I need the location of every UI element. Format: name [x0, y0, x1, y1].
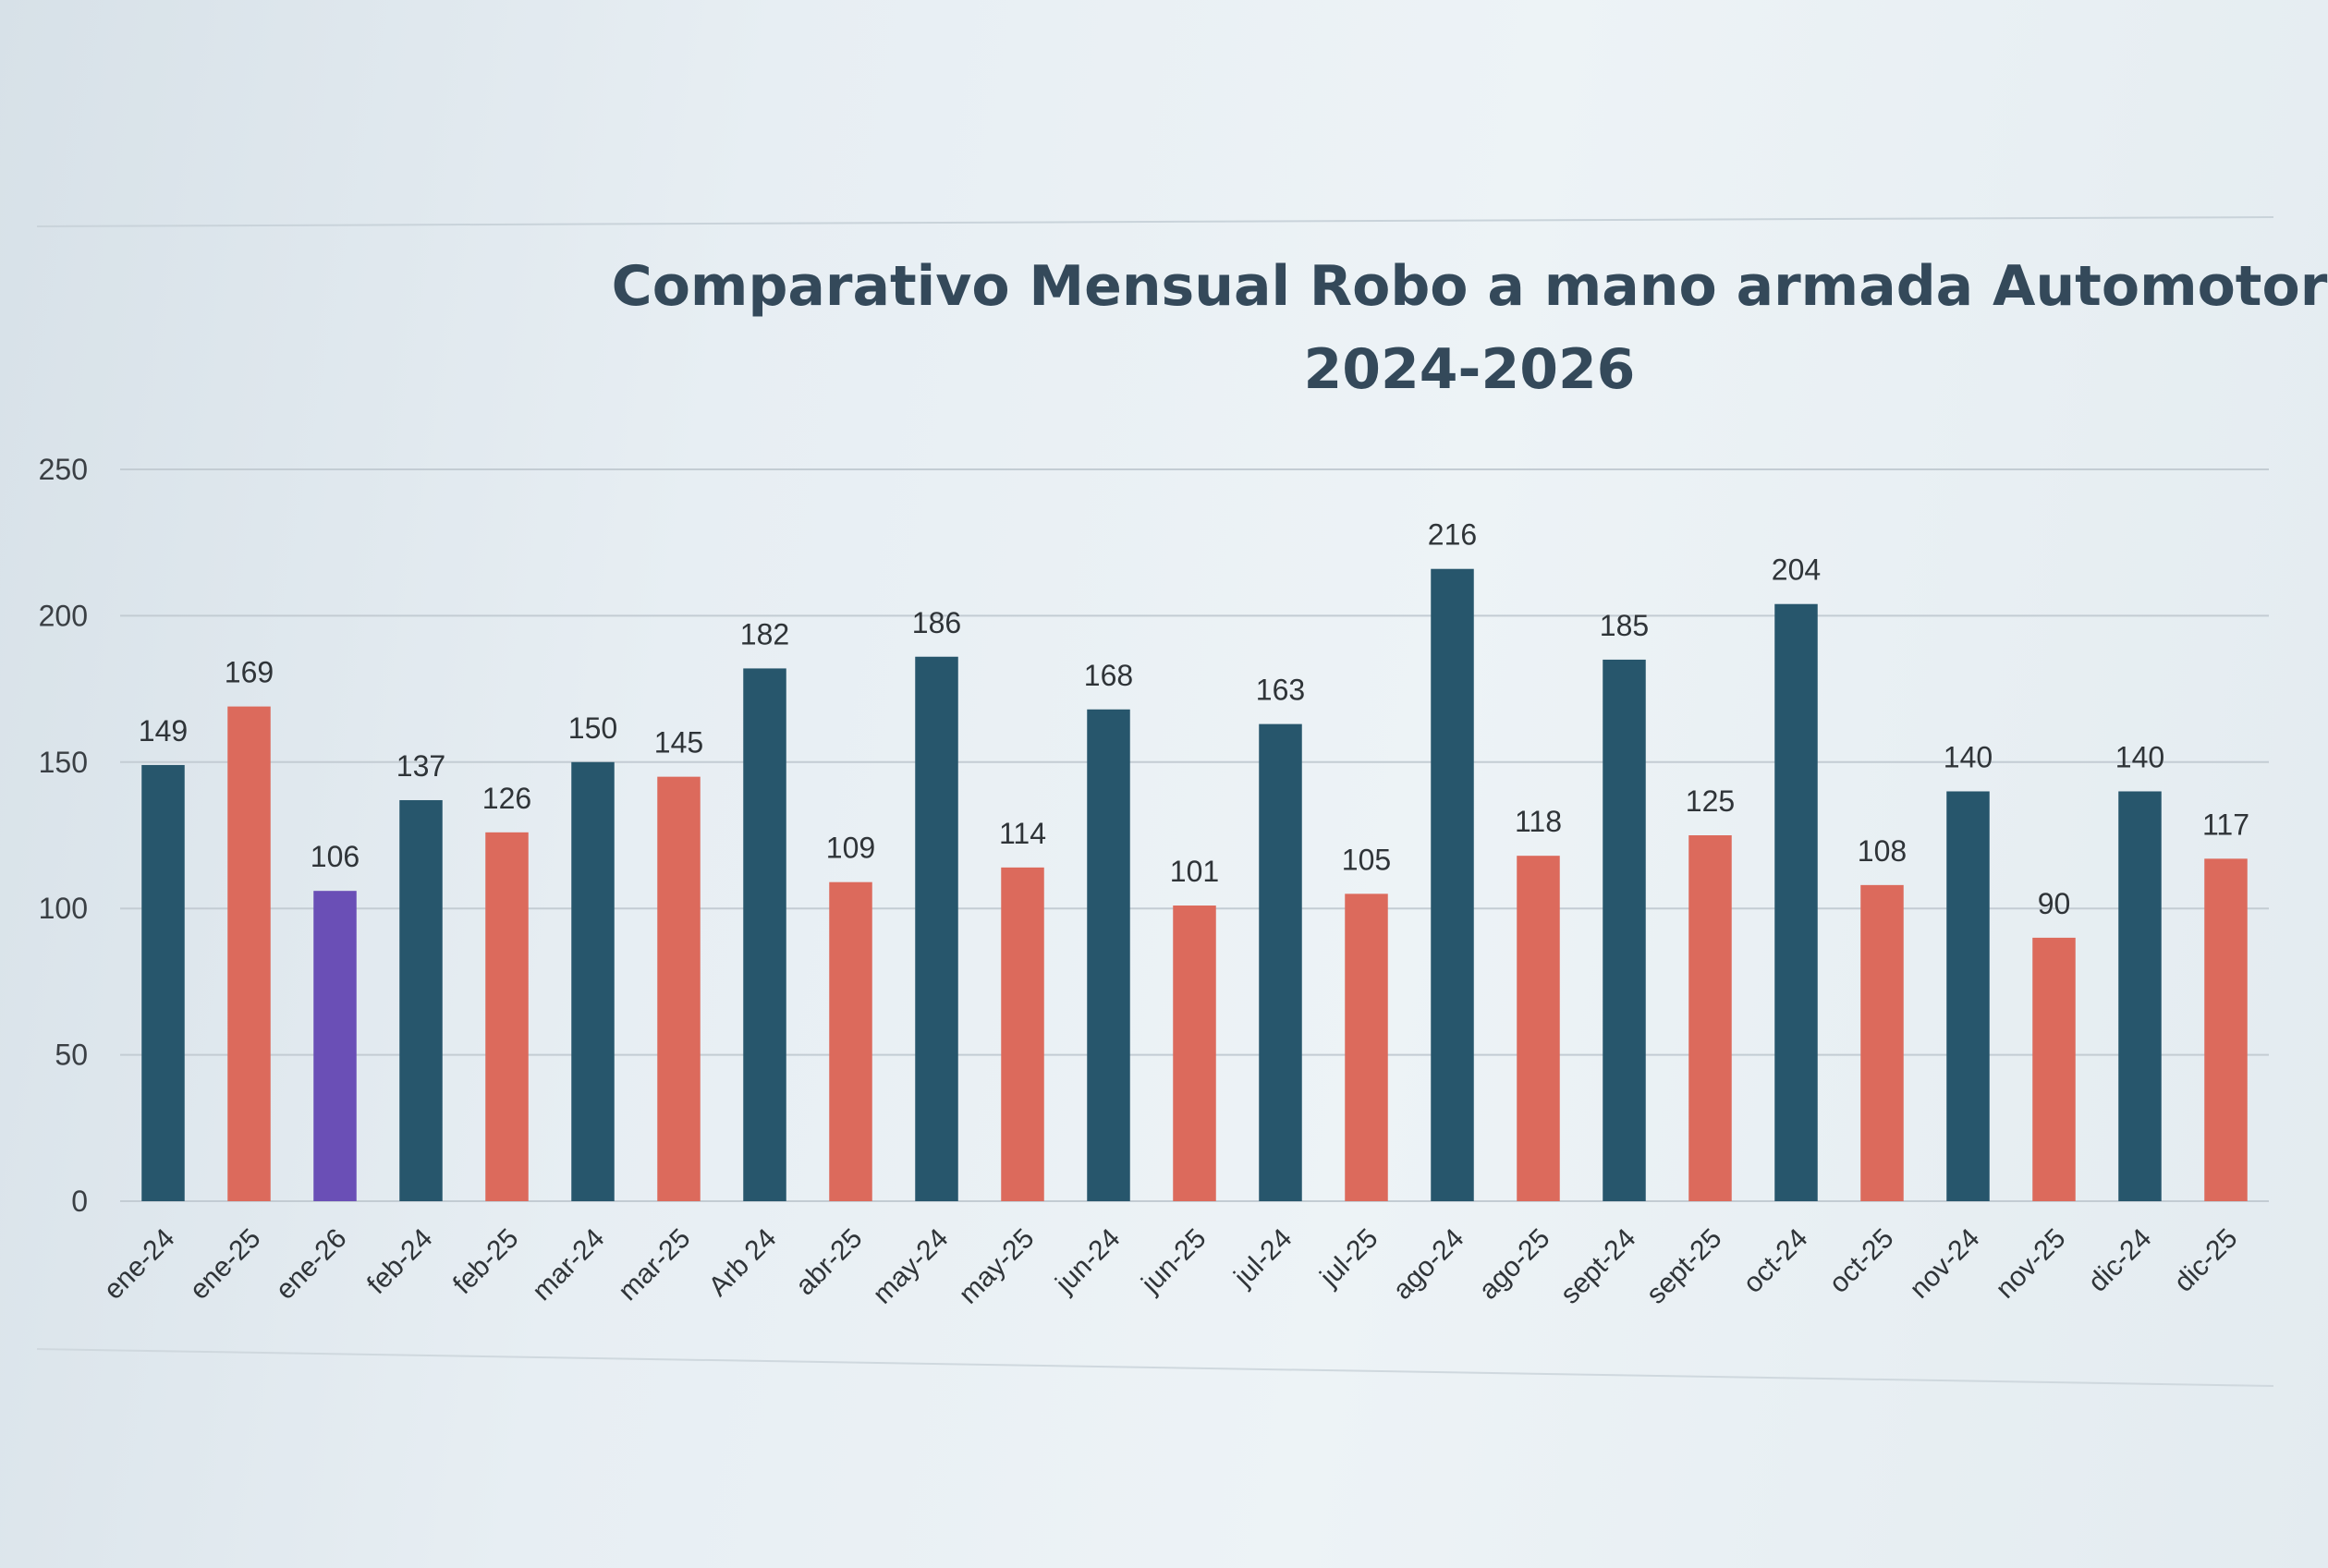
bar — [1431, 568, 1474, 1201]
data-label: 106 — [311, 840, 360, 873]
x-tick-label: mar-25 — [613, 1223, 697, 1307]
x-tick-label: nov-24 — [1904, 1223, 1985, 1305]
data-label: 150 — [568, 711, 617, 745]
data-label: 182 — [740, 617, 789, 650]
x-tick-label: dic-25 — [2168, 1223, 2243, 1298]
bar — [1173, 906, 1216, 1201]
bar — [829, 881, 872, 1201]
bar — [227, 706, 271, 1201]
x-tick-label: sept-25 — [1640, 1223, 1727, 1310]
x-tick-label: abr-25 — [790, 1223, 869, 1302]
bar — [2032, 937, 2076, 1201]
data-label: 108 — [1858, 834, 1907, 868]
x-tick-label: jul-25 — [1314, 1223, 1384, 1294]
bar — [2118, 791, 2162, 1201]
bar — [1946, 791, 1990, 1201]
bar — [743, 668, 786, 1201]
data-label: 163 — [1256, 674, 1305, 707]
bar — [313, 891, 357, 1201]
data-label: 137 — [396, 749, 445, 783]
bar — [1860, 884, 1904, 1201]
x-tick-label: jun-25 — [1135, 1223, 1212, 1300]
data-label: 126 — [482, 782, 531, 815]
x-tick-label: ene-24 — [98, 1223, 180, 1306]
bar — [571, 761, 615, 1201]
y-tick-label: 0 — [71, 1185, 88, 1218]
x-tick-label: jun-24 — [1049, 1223, 1126, 1300]
data-label: 168 — [1084, 659, 1133, 692]
x-tick-label: ago-24 — [1387, 1223, 1469, 1306]
y-tick-label: 50 — [55, 1039, 88, 1072]
x-tick-label: feb-24 — [361, 1223, 438, 1300]
data-label: 216 — [1428, 518, 1477, 552]
data-label: 169 — [225, 656, 274, 689]
data-label: 186 — [912, 606, 961, 639]
y-axis: 0 50 100 150 200 250 — [39, 453, 88, 1218]
paper-fold-line — [36, 216, 2274, 227]
chart-title: Comparativo Mensual Robo a mano armada A… — [612, 254, 2328, 319]
data-label: 114 — [999, 817, 1046, 850]
x-tick-label: oct-25 — [1823, 1223, 1899, 1299]
x-tick-label: dic-24 — [2082, 1223, 2157, 1298]
bar — [1001, 867, 1044, 1201]
bar — [1688, 835, 1732, 1201]
data-label: 109 — [826, 832, 875, 865]
y-tick-label: 250 — [39, 453, 88, 486]
paper-edge-line — [36, 1348, 2274, 1387]
bar — [1087, 709, 1130, 1201]
x-tick-label: oct-24 — [1737, 1223, 1813, 1299]
bar — [1774, 603, 1818, 1201]
data-label: 140 — [2115, 740, 2164, 773]
data-labels: 149 169 106 137 126 150 145 182 109 186 114 168 101 1… — [139, 518, 2249, 920]
data-label: 185 — [1600, 609, 1649, 642]
x-tick-label: may-25 — [953, 1223, 1040, 1310]
bar — [915, 656, 958, 1201]
bar — [399, 799, 443, 1201]
x-tick-label: may-24 — [867, 1223, 954, 1310]
data-label: 101 — [1170, 855, 1219, 888]
x-tick-label: feb-25 — [447, 1223, 524, 1300]
bar — [1517, 856, 1560, 1201]
x-tick-label: mar-24 — [527, 1223, 611, 1307]
x-tick-label: nov-25 — [1990, 1223, 2071, 1305]
y-tick-label: 150 — [39, 746, 88, 779]
chart-subtitle: 2024-2026 — [1304, 337, 1636, 402]
data-label: 118 — [1515, 805, 1562, 838]
data-label: 125 — [1686, 784, 1735, 818]
bar — [485, 832, 529, 1201]
bar — [1345, 893, 1388, 1201]
data-label: 117 — [2202, 808, 2249, 841]
data-label: 90 — [2038, 887, 2071, 920]
bar — [1259, 723, 1302, 1201]
data-label: 105 — [1342, 843, 1391, 876]
data-label: 140 — [1944, 740, 1993, 773]
bars — [141, 568, 2248, 1201]
data-label: 149 — [139, 714, 188, 748]
bar — [2204, 858, 2248, 1201]
bar — [657, 776, 701, 1201]
x-tick-label: Arb 24 — [703, 1223, 783, 1303]
x-tick-label: jul-24 — [1228, 1223, 1298, 1294]
x-tick-label: ene-25 — [184, 1223, 266, 1306]
bar — [1603, 659, 1646, 1201]
x-tick-label: ene-26 — [270, 1223, 352, 1306]
bar — [141, 764, 185, 1201]
x-tick-label: ago-25 — [1473, 1223, 1555, 1306]
data-label: 145 — [654, 726, 703, 760]
x-axis: ene-24 ene-25 ene-26 feb-24 feb-25 mar-24 mar-… — [98, 1223, 2243, 1310]
y-tick-label: 200 — [39, 599, 88, 632]
data-label: 204 — [1772, 553, 1821, 587]
y-tick-label: 100 — [39, 892, 88, 925]
x-tick-label: sept-24 — [1554, 1223, 1641, 1310]
